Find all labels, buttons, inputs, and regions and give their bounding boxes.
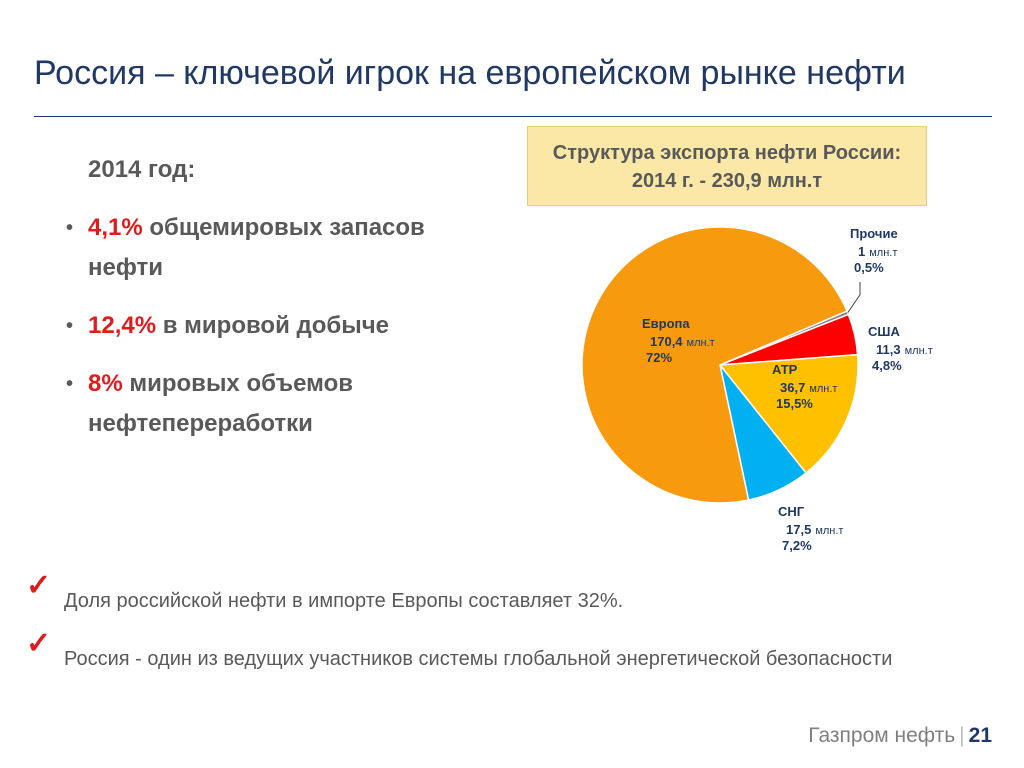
slice-label-percent: 7,2% [782, 538, 812, 553]
chart-title-box: Структура экспорта нефти России: 2014 г.… [527, 126, 927, 206]
fact-text: мировых объемов нефтепереработки [88, 370, 353, 437]
checkmark-icon: ✓ [26, 627, 52, 660]
slice-label-name: СНГ [778, 504, 805, 519]
fact-text: в мировой добыче [156, 312, 389, 339]
footer: Газпром нефть | 21 [808, 724, 992, 748]
year-heading: 2014 год: [88, 156, 196, 183]
slice-label-name: США [868, 324, 900, 339]
slice-label-unit: млн.т [687, 337, 715, 349]
chart-subtitle: 2014 г. - 230,9 млн.т [631, 170, 823, 192]
page-number: 21 [968, 724, 992, 747]
slice-label-value: 17,5 млн.т [786, 522, 843, 537]
footer-brand: Газпром нефть [808, 724, 956, 747]
leader-line [847, 282, 861, 314]
slice-label-value: 11,3 млн.т [876, 342, 933, 357]
title-divider [34, 116, 992, 117]
fact-text: общемировых запасов нефти [88, 214, 425, 281]
slice-label-value: 170,4 млн.т [650, 334, 715, 349]
slide-title: Россия – ключевой игрок на европейском р… [34, 54, 906, 92]
slice-label-unit: млн.т [815, 525, 843, 537]
key-facts-list: • 4,1% общемировых запасов нефти • 12,4%… [66, 208, 486, 462]
slice-label-unit: млн.т [809, 383, 837, 395]
slice-label-percent: 72% [646, 350, 672, 365]
slice-label-percent: 0,5% [854, 260, 884, 275]
pie-slice-2 [718, 353, 859, 474]
bullet-icon: • [66, 217, 74, 239]
slice-label-name: Прочие [850, 226, 898, 241]
slice-label-value: 36,7 млн.т [780, 380, 837, 395]
fact-reserves: • 4,1% общемировых запасов нефти [66, 208, 486, 288]
slice-label-name: Европа [642, 316, 690, 331]
slice-label-unit: млн.т [869, 247, 897, 259]
fact-value: 4,1% [88, 214, 143, 241]
slice-label-percent: 15,5% [776, 396, 813, 411]
pie-slice-4 [581, 226, 849, 504]
slice-label-unit: млн.т [905, 345, 933, 357]
fact-production: • 12,4% в мировой добыче [66, 306, 486, 346]
slice-label-name: АТР [772, 362, 798, 377]
statement-import-share: Доля российской нефти в импорте Европы с… [64, 590, 624, 612]
fact-value: 8% [88, 370, 123, 397]
footer-separator: | [959, 724, 965, 747]
chart-title: Структура экспорта нефти России: [552, 142, 902, 164]
bullet-icon: • [66, 373, 74, 395]
fact-value: 12,4% [88, 312, 157, 339]
statement-energy-security: Россия - один из ведущих участников сист… [64, 648, 893, 670]
fact-refining: • 8% мировых объемов нефтепереработки [66, 364, 486, 444]
bullet-icon: • [66, 315, 74, 337]
checkmark-icon: ✓ [26, 569, 52, 602]
slice-label-percent: 4,8% [872, 358, 902, 373]
slice-label-value: 1 млн.т [858, 244, 897, 259]
